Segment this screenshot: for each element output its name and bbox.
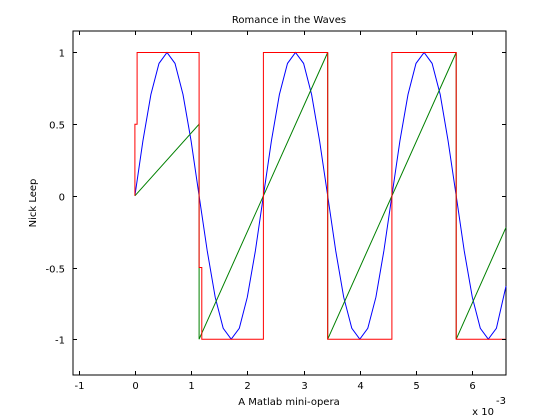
- axes-box: [72, 30, 507, 376]
- y-tick-label: -1: [55, 336, 65, 347]
- x-tick-label: 0: [132, 381, 138, 392]
- y-axis-label: Nick Leep: [28, 179, 39, 228]
- y-tick-label: 1: [59, 49, 65, 60]
- x-tick-label: -1: [75, 381, 85, 392]
- chart-title: Romance in the Waves: [232, 15, 346, 26]
- x-axis-label: A Matlab mini-opera: [238, 397, 339, 408]
- x-tick-label: 1: [188, 381, 194, 392]
- x-exponent-power: -3: [496, 396, 506, 407]
- x-tick-label: 6: [469, 381, 475, 392]
- series-line-sawtooth: [134, 52, 507, 340]
- series-line-sine: [134, 51, 507, 341]
- x-tick-label: 5: [413, 381, 419, 392]
- series-line-square: [134, 52, 506, 340]
- y-tick-label: 0: [59, 193, 65, 204]
- y-ticks: -1 -0.5 0 0.5 1: [45, 49, 506, 347]
- x-ticks: -1 0 1 2 3 4 5 6: [75, 31, 476, 392]
- x-tick-label: 4: [357, 381, 363, 392]
- x-tick-label: 3: [301, 381, 307, 392]
- x-exponent-label: x 10: [472, 407, 494, 418]
- x-tick-label: 2: [244, 381, 250, 392]
- y-tick-label: 0.5: [49, 121, 65, 132]
- y-tick-label: -0.5: [45, 265, 65, 276]
- series-layer: [134, 51, 507, 341]
- plot-area: -1 0 1 2 3 4 5 6 -1 -0.5 0 0.5 1: [45, 30, 507, 392]
